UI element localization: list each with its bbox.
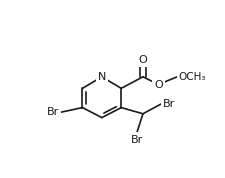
Text: Br: Br xyxy=(162,99,175,109)
Text: O: O xyxy=(153,80,162,90)
Text: Br: Br xyxy=(47,107,59,117)
Text: OCH₃: OCH₃ xyxy=(178,72,205,82)
Text: N: N xyxy=(97,72,106,82)
Text: O: O xyxy=(138,55,147,65)
Text: Br: Br xyxy=(130,135,142,145)
